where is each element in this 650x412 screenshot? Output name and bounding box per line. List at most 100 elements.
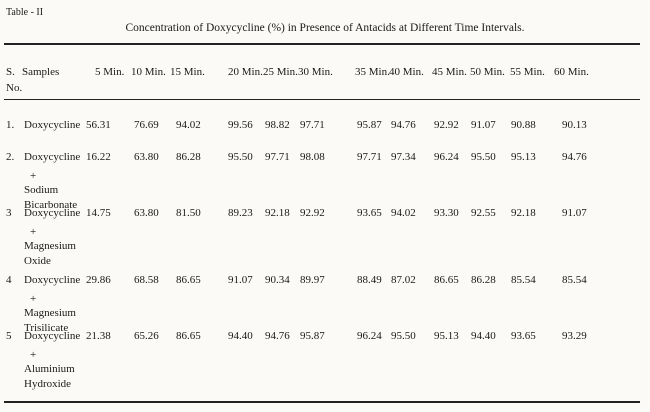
table-label: Table - II xyxy=(6,7,44,18)
cell-value: 93.65 xyxy=(357,207,382,219)
sample-name: Doxycycline xyxy=(24,207,81,219)
cell-value: 86.28 xyxy=(176,151,201,163)
cell-value: 95.87 xyxy=(300,330,325,342)
sample-name: Doxycycline xyxy=(24,151,81,163)
cell-value: 91.07 xyxy=(471,119,496,131)
cell-value: 92.92 xyxy=(434,119,459,131)
column-header: 45 Min. xyxy=(432,66,467,78)
cell-value: 94.02 xyxy=(176,119,201,131)
cell-value: 99.56 xyxy=(228,119,253,131)
cell-value: 96.24 xyxy=(357,330,382,342)
cell-value: 63.80 xyxy=(134,207,159,219)
cell-value: 65.26 xyxy=(134,330,159,342)
cell-value: 96.24 xyxy=(434,151,459,163)
column-header: 25 Min. xyxy=(263,66,298,78)
row-number: 5 xyxy=(6,330,12,342)
cell-value: 92.18 xyxy=(511,207,536,219)
cell-value: 85.54 xyxy=(562,274,587,286)
cell-value: 92.18 xyxy=(265,207,290,219)
sample-name: Doxycycline xyxy=(24,274,81,286)
sample-name: Bicarbonate xyxy=(24,198,78,211)
cell-value: 98.08 xyxy=(300,151,325,163)
cell-value: 76.69 xyxy=(134,119,159,131)
sample-name: Oxide xyxy=(24,254,51,267)
sample-name: + xyxy=(30,292,37,305)
cell-value: 88.49 xyxy=(357,274,382,286)
top-rule xyxy=(4,43,640,45)
cell-value: 94.76 xyxy=(562,151,587,163)
cell-value: 92.55 xyxy=(471,207,496,219)
cell-value: 86.65 xyxy=(434,274,459,286)
cell-value: 90.88 xyxy=(511,119,536,131)
cell-value: 95.13 xyxy=(434,330,459,342)
cell-value: 95.13 xyxy=(511,151,536,163)
column-header: 35 Min. xyxy=(355,66,390,78)
column-header: 10 Min. xyxy=(131,66,166,78)
cell-value: 86.65 xyxy=(176,274,201,286)
sample-header: Samples xyxy=(22,66,60,78)
sample-name: Sodium xyxy=(24,184,59,196)
sample-name: + xyxy=(30,348,37,361)
cell-value: 97.34 xyxy=(391,151,416,163)
cell-value: 95.50 xyxy=(391,330,416,342)
column-header: 60 Min. xyxy=(554,66,589,78)
row-number: 2. xyxy=(6,151,15,163)
row-number: 1. xyxy=(6,119,15,131)
cell-value: 14.75 xyxy=(86,207,111,219)
cell-value: 85.54 xyxy=(511,274,536,286)
cell-value: 95.50 xyxy=(228,151,253,163)
cell-value: 91.07 xyxy=(562,207,587,219)
column-header: 30 Min. xyxy=(298,66,333,78)
cell-value: 98.82 xyxy=(265,119,290,131)
column-header: 50 Min. xyxy=(470,66,505,78)
cell-value: 63.80 xyxy=(134,151,159,163)
sample-name: + xyxy=(30,169,37,182)
sample-name: Aluminium xyxy=(24,363,75,375)
cell-value: 95.87 xyxy=(357,119,382,131)
cell-value: 86.65 xyxy=(176,330,201,342)
sample-name: + xyxy=(30,225,37,238)
cell-value: 97.71 xyxy=(300,119,325,131)
sample-name: Hydroxide xyxy=(24,377,72,390)
cell-value: 92.92 xyxy=(300,207,325,219)
sample-name: Magnesium xyxy=(24,307,76,319)
cell-value: 93.30 xyxy=(434,207,459,219)
cell-value: 93.65 xyxy=(511,330,536,342)
cell-value: 89.97 xyxy=(300,274,325,286)
cell-value: 81.50 xyxy=(176,207,201,219)
sno-header: No. xyxy=(6,82,23,94)
cell-value: 90.13 xyxy=(562,119,587,131)
cell-value: 91.07 xyxy=(228,274,253,286)
column-header: 5 Min. xyxy=(95,66,125,78)
cell-value: 95.50 xyxy=(471,151,496,163)
cell-value: 94.40 xyxy=(228,330,253,342)
cell-value: 94.76 xyxy=(265,330,290,342)
cell-value: 97.71 xyxy=(265,151,290,163)
sample-name: Doxycycline xyxy=(24,330,81,342)
table-title: Concentration of Doxycycline (%) in Pres… xyxy=(125,22,525,34)
cell-value: 93.29 xyxy=(562,330,587,342)
cell-value: 94.02 xyxy=(391,207,416,219)
column-header: 40 Min. xyxy=(389,66,424,78)
sample-name: Magnesium xyxy=(24,240,76,252)
cell-value: 16.22 xyxy=(86,151,111,163)
cell-value: 29.86 xyxy=(86,274,111,286)
cell-value: 87.02 xyxy=(391,274,416,286)
cell-value: 94.40 xyxy=(471,330,496,342)
cell-value: 90.34 xyxy=(265,274,290,286)
bottom-rule xyxy=(4,401,640,403)
column-header: 20 Min. xyxy=(228,66,263,78)
sample-name: Doxycycline xyxy=(24,119,81,131)
cell-value: 86.28 xyxy=(471,274,496,286)
cell-value: 97.71 xyxy=(357,151,382,163)
header-rule xyxy=(4,99,640,100)
column-header: 15 Min. xyxy=(170,66,205,78)
cell-value: 94.76 xyxy=(391,119,416,131)
cell-value: 56.31 xyxy=(86,119,111,131)
cell-value: 68.58 xyxy=(134,274,159,286)
sno-header: S. xyxy=(6,66,15,78)
cell-value: 21.38 xyxy=(86,330,111,342)
row-number: 4 xyxy=(6,274,12,286)
row-number: 3 xyxy=(6,207,12,219)
